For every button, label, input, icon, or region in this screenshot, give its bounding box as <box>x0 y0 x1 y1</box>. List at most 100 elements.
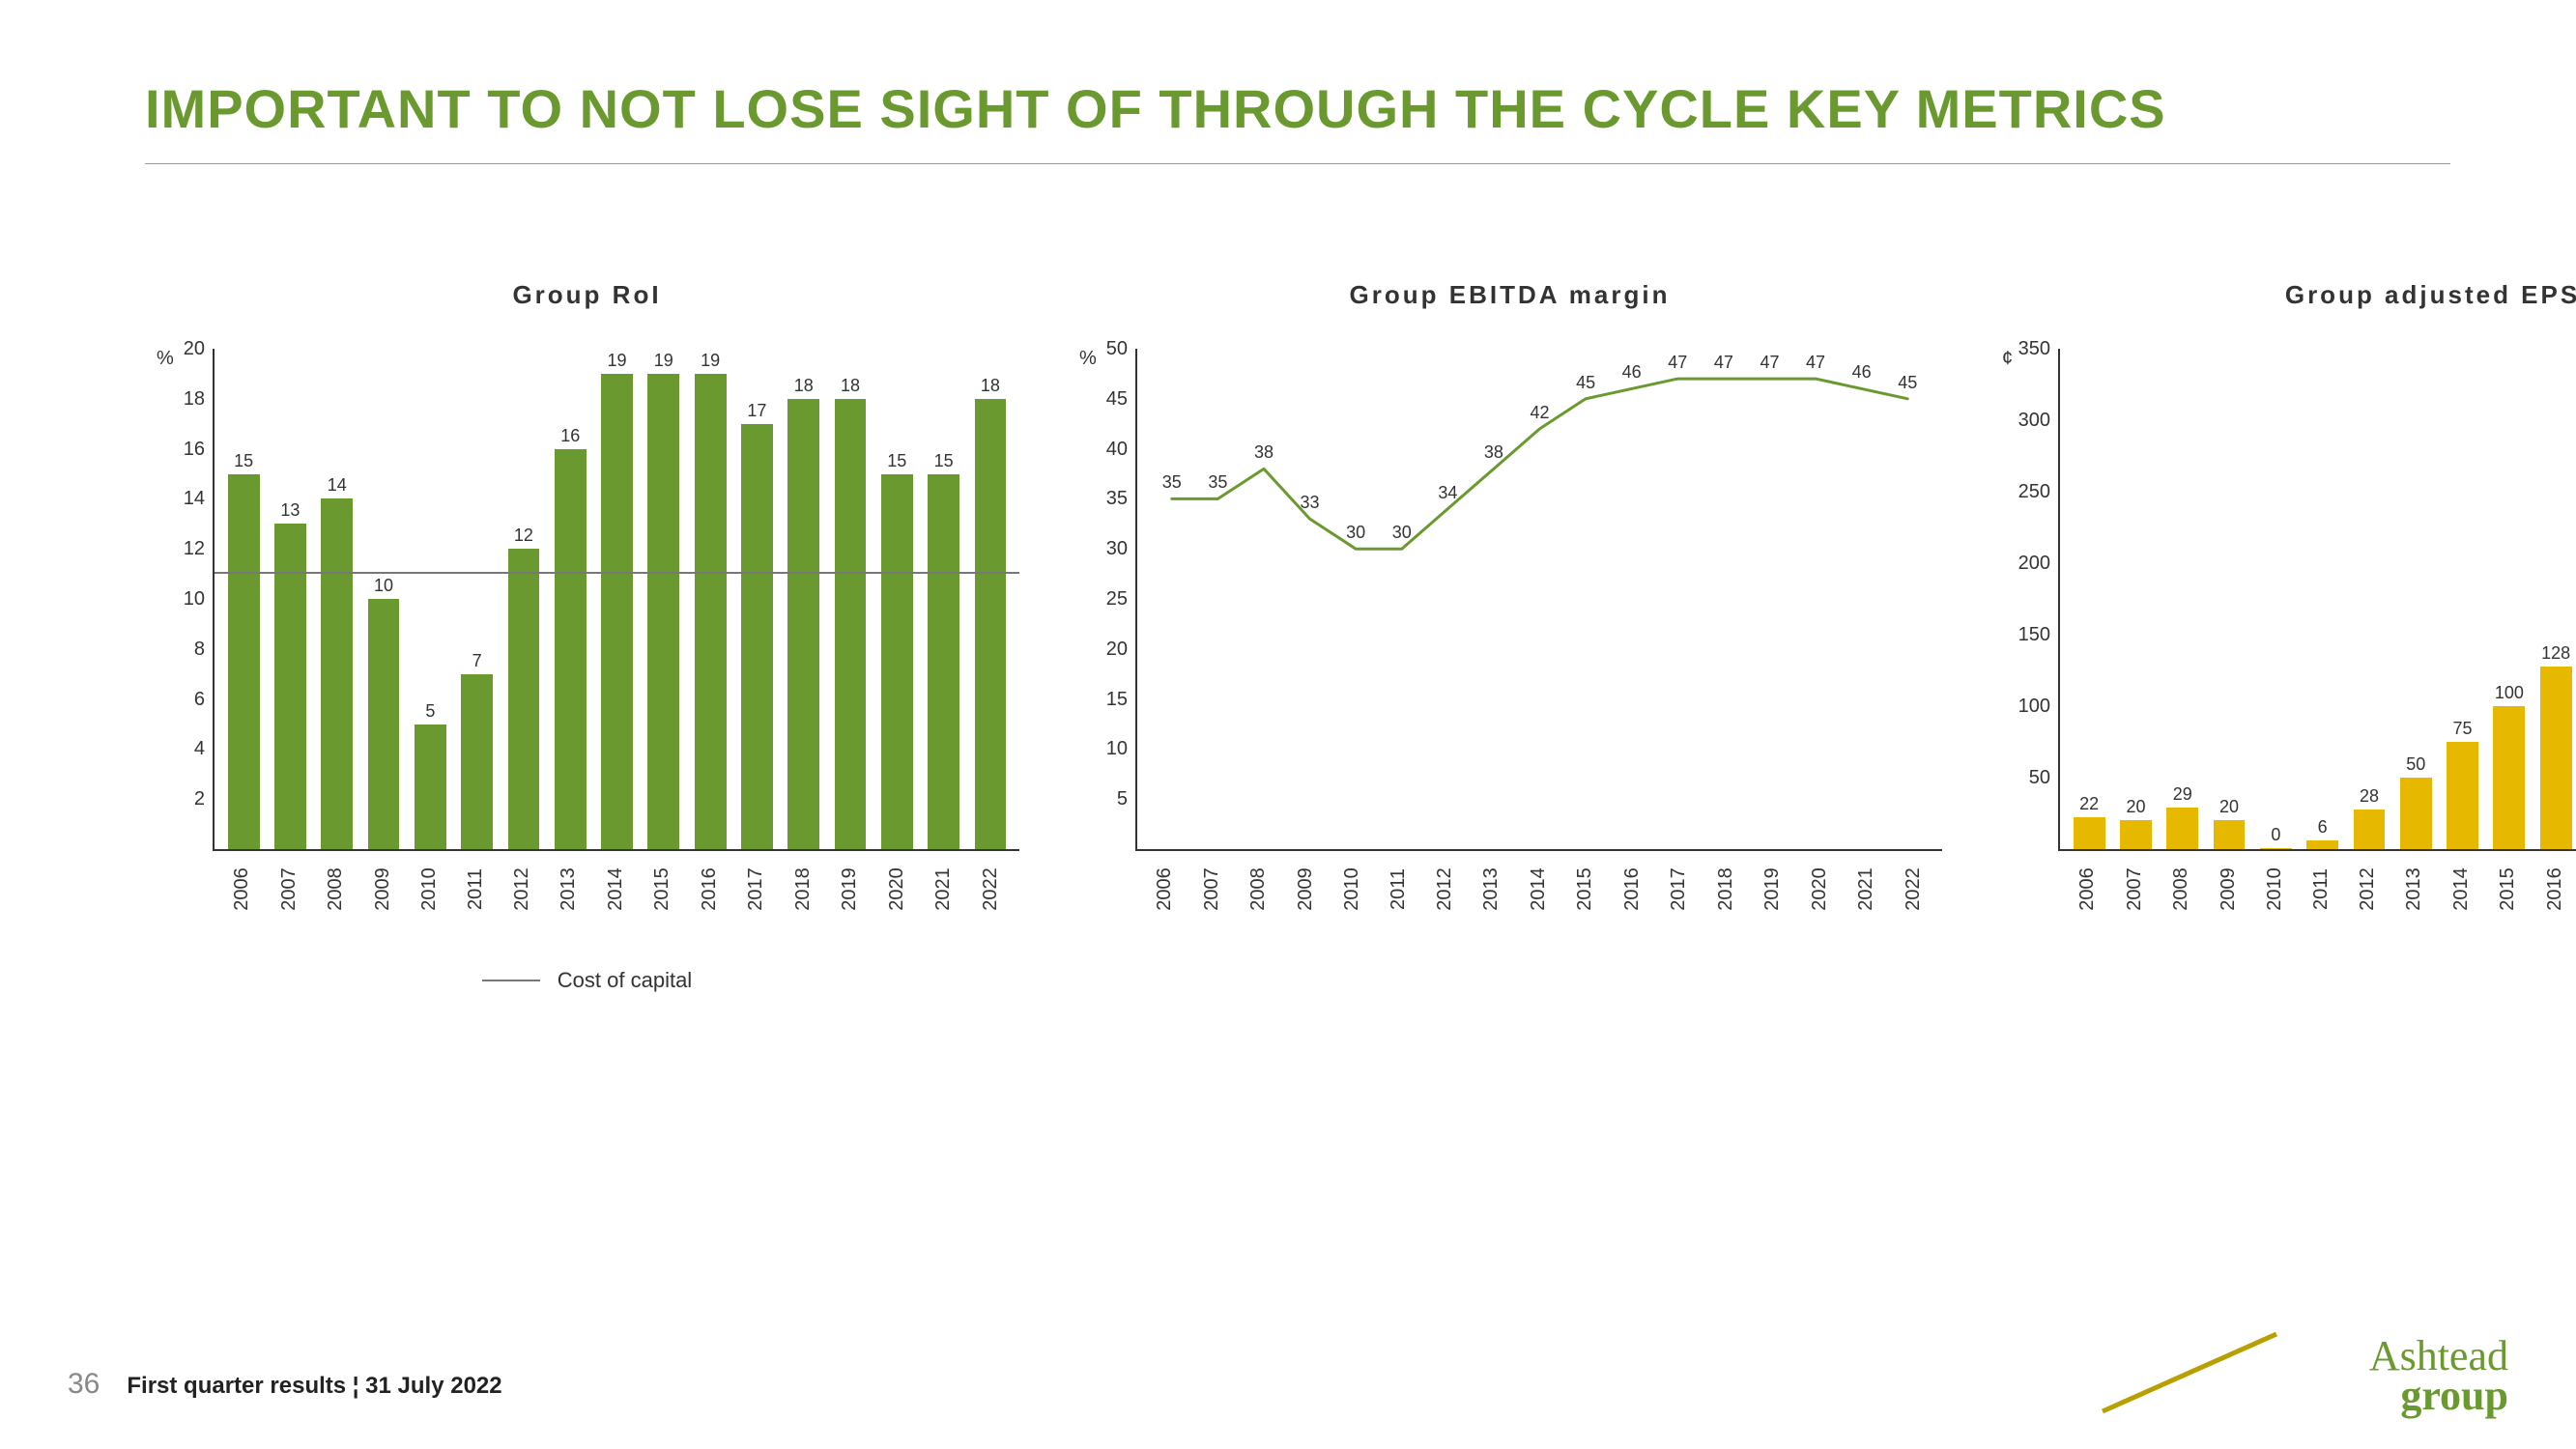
bar <box>461 674 493 849</box>
bar-value-label: 100 <box>2495 683 2524 703</box>
chart1-bar: 14 <box>316 349 358 849</box>
xtick-label: 2015 <box>1563 859 1607 900</box>
ytick-label: 35 <box>1079 488 1128 510</box>
charts-row: Group RoI % 1513141057121619191917181815… <box>87 280 2489 993</box>
chart1-legend-label: Cost of capital <box>558 968 692 993</box>
chart1-bar: 19 <box>595 349 638 849</box>
bar <box>741 424 773 849</box>
ytick-label: 2 <box>157 788 205 810</box>
bar-value-label: 50 <box>2406 754 2425 775</box>
ytick-label: 40 <box>1079 439 1128 461</box>
bar <box>975 399 1007 849</box>
bar-value-label: 22 <box>2079 794 2099 814</box>
title-rule <box>145 163 2450 164</box>
ytick-label: 20 <box>1079 639 1128 661</box>
xtick-label: 2014 <box>1517 859 1560 900</box>
bar <box>928 474 959 850</box>
chart3-bar: 6 <box>2302 349 2344 849</box>
chart2-line <box>1137 349 1942 849</box>
chart3-bar: 20 <box>2114 349 2157 849</box>
bar <box>881 474 913 850</box>
xtick-label: 2011 <box>1378 859 1419 900</box>
xtick-label: 2018 <box>782 859 825 900</box>
bar <box>228 474 260 850</box>
line-value-label: 30 <box>1392 523 1412 543</box>
bar-value-label: 14 <box>328 475 347 496</box>
chart3-bar: 28 <box>2348 349 2390 849</box>
xtick-label: 2010 <box>2253 859 2297 900</box>
xtick-label: 2010 <box>408 859 451 900</box>
chart3-title: Group adjusted EPS <box>1990 280 2576 310</box>
xtick-label: 2010 <box>1331 859 1374 900</box>
xtick-label: 2006 <box>2066 859 2109 900</box>
ytick-label: 200 <box>2002 553 2050 575</box>
bar <box>2493 706 2525 849</box>
xtick-label: 2021 <box>922 859 965 900</box>
line-value-label: 38 <box>1484 442 1503 463</box>
line-value-label: 45 <box>1898 373 1917 393</box>
ytick-label: 45 <box>1079 388 1128 411</box>
chart3-bar: 128 <box>2534 349 2576 849</box>
ytick-label: 20 <box>157 338 205 360</box>
xtick-label: 2016 <box>2533 859 2576 900</box>
bar <box>2120 820 2152 849</box>
chart1-bar: 10 <box>362 349 405 849</box>
bar <box>368 599 400 849</box>
xtick-label: 2017 <box>1657 859 1701 900</box>
bar-value-label: 16 <box>560 426 580 446</box>
chart1-legend: Cost of capital <box>145 968 1029 993</box>
ytick-label: 10 <box>157 588 205 611</box>
ytick-label: 50 <box>1079 338 1128 360</box>
bar-value-label: 29 <box>2173 784 2192 805</box>
line-value-label: 35 <box>1208 472 1227 493</box>
line-value-label: 38 <box>1254 442 1274 463</box>
xtick-label: 2013 <box>2392 859 2436 900</box>
bar <box>2074 817 2105 849</box>
bar <box>2447 742 2478 849</box>
bar <box>2400 778 2432 849</box>
chart3-bar: 29 <box>2161 349 2204 849</box>
chart1-bar: 17 <box>735 349 778 849</box>
chart3-bar: 0 <box>2254 349 2297 849</box>
xtick-label: 2016 <box>1611 859 1654 900</box>
footer-text: First quarter results ¦ 31 July 2022 <box>127 1373 501 1400</box>
ytick-label: 100 <box>2002 696 2050 718</box>
xtick-label: 2007 <box>2113 859 2157 900</box>
bar <box>787 399 819 849</box>
chart3-bars: 2220292006285075100128135171227222219307 <box>2060 349 2576 849</box>
ytick-label: 16 <box>157 439 205 461</box>
bar-value-label: 5 <box>425 701 435 722</box>
chart-ebitda-margin: Group EBITDA margin % 510152025303540455… <box>1068 280 1952 993</box>
xtick-label: 2013 <box>547 859 590 900</box>
xtick-label: 2006 <box>1143 859 1187 900</box>
bar <box>2166 808 2198 849</box>
line-value-label: 47 <box>1806 353 1825 373</box>
ytick-label: 25 <box>1079 588 1128 611</box>
bar-value-label: 7 <box>472 651 482 671</box>
bar <box>2260 848 2292 849</box>
ytick-label: 300 <box>2002 410 2050 432</box>
bar <box>601 374 633 849</box>
bar-value-label: 0 <box>2271 825 2280 845</box>
chart-adjusted-eps: Group adjusted EPS ¢ 2220292006285075100… <box>1990 280 2576 993</box>
ytick-label: 150 <box>2002 624 2050 646</box>
xtick-label: 2008 <box>314 859 358 900</box>
chart1-bar: 18 <box>969 349 1012 849</box>
bar-value-label: 15 <box>234 451 253 471</box>
chart1-bar: 15 <box>875 349 918 849</box>
ytick-label: 6 <box>157 689 205 711</box>
xtick-label: 2019 <box>1751 859 1794 900</box>
line-value-label: 47 <box>1668 353 1687 373</box>
chart-group-roi: Group RoI % 1513141057121619191917181815… <box>145 280 1029 993</box>
ytick-label: 15 <box>1079 689 1128 711</box>
xtick-label: 2021 <box>1845 859 1888 900</box>
bar <box>2306 840 2338 849</box>
ytick-label: 4 <box>157 738 205 760</box>
chart3-bar: 50 <box>2394 349 2437 849</box>
xtick-label: 2019 <box>828 859 872 900</box>
ytick-label: 5 <box>1079 788 1128 810</box>
legend-line-icon <box>482 980 540 981</box>
chart1-bar: 19 <box>643 349 685 849</box>
xtick-label: 2014 <box>594 859 638 900</box>
bar-value-label: 6 <box>2318 817 2328 838</box>
